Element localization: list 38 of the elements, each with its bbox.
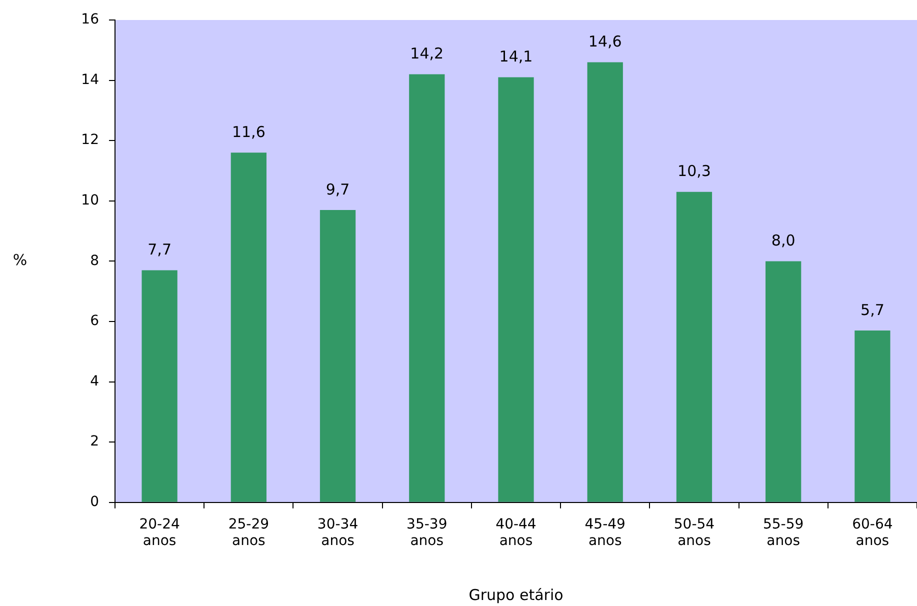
bar <box>230 152 266 502</box>
data-label: 5,7 <box>860 300 884 319</box>
x-tick-label: 45-49 anos <box>584 516 626 550</box>
bar <box>854 330 890 502</box>
bar <box>587 62 623 502</box>
x-tick-label: 40-44 anos <box>496 516 536 550</box>
y-tick-label: 16 <box>81 12 100 28</box>
bar <box>320 210 356 502</box>
bar <box>766 261 802 502</box>
y-tick-label: 12 <box>81 132 99 148</box>
data-label: 14,6 <box>588 32 622 51</box>
data-label: 9,7 <box>326 180 350 198</box>
y-axis-title: % <box>12 251 28 270</box>
bar <box>676 192 712 502</box>
bar <box>498 77 534 502</box>
y-tick-label: 6 <box>90 313 100 330</box>
data-label: 10,3 <box>678 162 711 180</box>
x-tick-label: 25-29 anos <box>228 516 270 550</box>
bar <box>142 270 178 502</box>
y-tick-label: 14 <box>81 72 100 88</box>
y-tick-label: 0 <box>90 494 99 510</box>
data-label: 8,0 <box>771 232 796 250</box>
x-tick-label: 30-34 anos <box>317 516 358 550</box>
data-label: 7,7 <box>148 240 172 259</box>
y-tick-label: 10 <box>81 192 99 209</box>
x-tick-label: 50-54 anos <box>674 516 715 550</box>
bar <box>409 74 445 502</box>
x-tick-label: 60-64 anos <box>852 516 893 550</box>
data-label: 11,6 <box>232 123 266 142</box>
x-tick-label: 55-59 anos <box>762 516 804 550</box>
y-tick-label: 2 <box>90 434 99 450</box>
x-tick-label: 35-39 anos <box>406 516 448 550</box>
y-tick-label: 8 <box>90 252 99 269</box>
x-axis-title: Grupo etário <box>468 586 564 604</box>
x-tick-label: 20-24 anos <box>139 516 180 550</box>
y-tick-label: 4 <box>90 373 100 390</box>
data-label: 14,2 <box>410 44 444 63</box>
data-label: 14,1 <box>499 48 533 66</box>
